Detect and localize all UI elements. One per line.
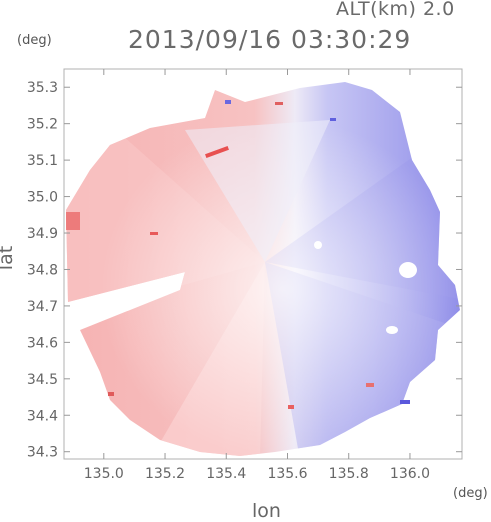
y-axis-ticks: 34.3 34.4 34.5 34.6 34.7 34.8 34.9 35.0 35.1 35.2… [27, 80, 462, 461]
plot-frame [63, 68, 463, 460]
altitude-label: ALT(km) 2.0 [336, 0, 455, 20]
radar-echo-field [66, 82, 460, 456]
y-tick-label: 34.6 [27, 335, 58, 351]
x-tick-label: 135.0 [84, 466, 124, 482]
y-tick-label: 34.8 [27, 262, 58, 278]
clutter-speckles [66, 100, 417, 409]
y-tick-label: 35.2 [27, 117, 58, 133]
x-unit-label: (deg) [453, 486, 488, 501]
x-axis-label: lon [252, 500, 281, 522]
y-tick-label: 35.1 [27, 153, 58, 169]
y-tick-label: 35.3 [27, 80, 58, 96]
x-tick-label: 135.2 [145, 466, 185, 482]
x-tick-label: 135.4 [206, 466, 246, 482]
chart-title: 2013/09/16 03:30:29 [128, 25, 412, 54]
y-tick-label: 35.0 [27, 190, 58, 206]
x-axis-ticks: 135.0 135.2 135.4 135.6 135.8 136.0 [84, 69, 430, 482]
x-tick-label: 136.0 [390, 466, 430, 482]
y-tick-label: 34.5 [27, 372, 58, 388]
plot-area [66, 82, 460, 456]
y-tick-label: 34.7 [27, 299, 58, 315]
y-tick-label: 34.3 [27, 445, 58, 461]
x-tick-label: 135.8 [329, 466, 369, 482]
y-tick-label: 34.4 [27, 408, 58, 424]
x-tick-label: 135.6 [267, 466, 307, 482]
y-tick-label: 34.9 [27, 226, 58, 242]
y-unit-label: (deg) [17, 33, 52, 48]
